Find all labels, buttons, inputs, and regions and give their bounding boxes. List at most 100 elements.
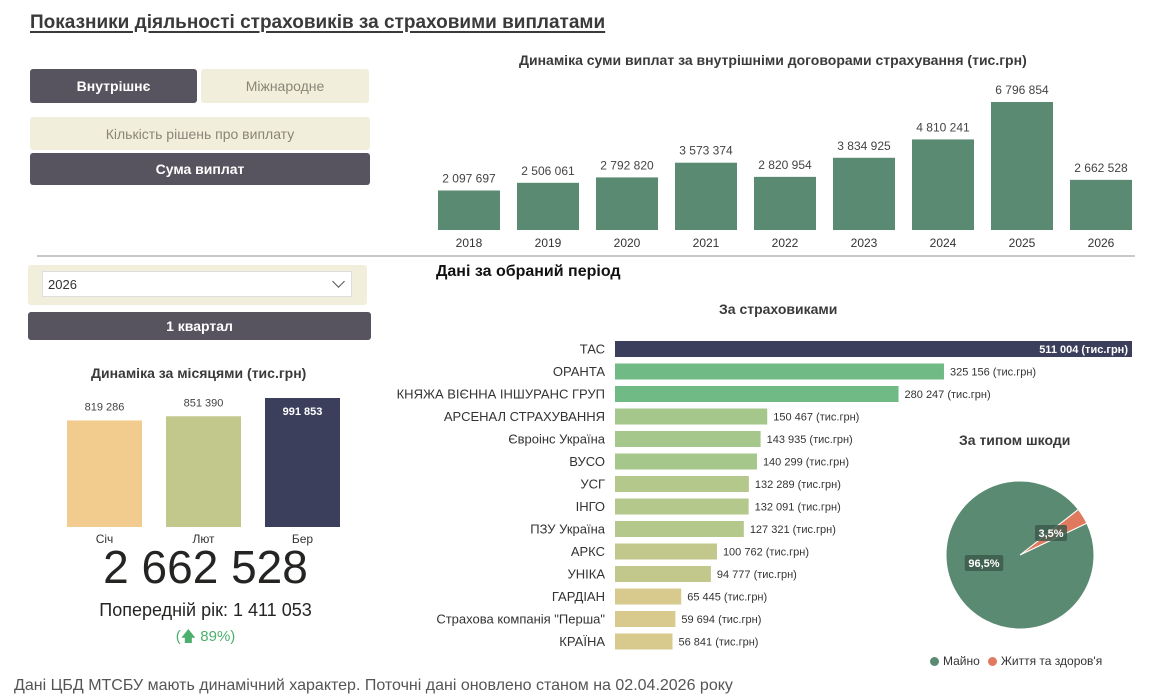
insurer-value-label: 132 091 (тис.грн)	[755, 502, 841, 514]
pie-label-bg	[1035, 525, 1067, 541]
yearly-tick-label: 2025	[1009, 236, 1036, 250]
insurer-bar	[615, 386, 899, 402]
legend-dot-life-health	[987, 656, 997, 666]
damage-type-pie-chart: 96,5% 3,5%	[945, 480, 1095, 630]
pie-label-text: 96,5%	[968, 558, 999, 570]
insurer-value-label: 65 445 (тис.грн)	[687, 592, 767, 604]
year-select-container: 2026	[28, 265, 367, 305]
insurer-name-label: ПЗУ Україна	[530, 522, 606, 537]
footer-note: Дані ЦБД МТСБУ мають динамічний характер…	[14, 677, 733, 694]
insurer-value-label: 280 247 (тис.грн)	[905, 389, 991, 401]
monthly-chart-title: Динаміка за місяцями (тис.грн)	[91, 365, 307, 381]
insurer-value-label: 127 321 (тис.грн)	[750, 524, 836, 536]
pie-label-bg	[964, 555, 1004, 571]
insurer-value-label: 511 004 (тис.грн)	[1039, 344, 1128, 356]
insurer-value-label: 140 299 (тис.грн)	[763, 457, 849, 469]
quarter-button[interactable]: 1 квартал	[28, 312, 371, 340]
monthly-value-label: 851 390	[184, 397, 224, 409]
monthly-value-label: 819 286	[85, 401, 125, 413]
yearly-tick-label: 2018	[456, 236, 483, 250]
legend-label-property: Майно	[943, 654, 980, 668]
insurer-bar	[615, 408, 768, 425]
legend-label-life-health: Життя та здоров'я	[1000, 654, 1103, 668]
insurers-bar-chart: ТАС 511 004 (тис.грн) ОРАНТА 325 156 (тис.г…	[397, 341, 1132, 650]
payout-sum-button[interactable]: Сума виплат	[30, 153, 370, 185]
insurers-chart-title: За страховиками	[719, 301, 838, 317]
yearly-value-label: 3 834 925	[837, 139, 891, 153]
insurer-bar	[615, 363, 944, 380]
domestic-toggle-button[interactable]: Внутрішнє	[30, 69, 197, 103]
insurer-name-label: ВУСО	[569, 454, 605, 469]
insurer-name-label: УСГ	[580, 477, 605, 492]
pie-label-text: 3,5%	[1038, 528, 1063, 540]
international-toggle-button[interactable]: Міжнародне	[201, 69, 369, 103]
insurer-name-label: ТАС	[580, 342, 605, 357]
insurer-bar	[615, 543, 717, 560]
yearly-tick-label: 2023	[851, 236, 878, 250]
insurer-name-label: УНІКА	[567, 567, 605, 582]
insurer-name-label: ОРАНТА	[553, 364, 605, 379]
yearly-value-label: 2 792 820	[600, 158, 654, 172]
yearly-value-label: 2 097 697	[442, 171, 496, 185]
yearly-tick-label: 2019	[535, 236, 562, 250]
insurer-bar	[615, 431, 761, 447]
insurer-name-label: КРАЇНА	[559, 634, 605, 649]
insurer-value-label: 150 467 (тис.грн)	[773, 412, 859, 424]
pie-label: 3,5%	[1035, 525, 1067, 541]
yearly-value-label: 2 506 061	[521, 164, 575, 178]
insurer-value-label: 94 777 (тис.грн)	[717, 569, 797, 581]
monthly-tick-label: Бер	[292, 532, 314, 546]
yearly-bar	[438, 190, 500, 230]
insurer-name-label: АРСЕНАЛ СТРАХУВАННЯ	[444, 409, 605, 424]
insurer-bar	[615, 566, 711, 582]
yearly-bar	[596, 177, 658, 230]
insurer-value-label: 59 694 (тис.грн)	[681, 614, 761, 626]
monthly-bar	[265, 398, 340, 527]
yearly-tick-label: 2020	[614, 236, 641, 250]
monthly-value-label: 991 853	[283, 406, 323, 418]
yearly-tick-label: 2022	[772, 236, 799, 250]
yearly-tick-label: 2021	[693, 236, 720, 250]
insurer-bar	[615, 633, 673, 650]
yearly-bar	[833, 157, 895, 230]
chevron-down-icon[interactable]	[332, 275, 345, 288]
year-over-year-change: (🡅 89%)	[175, 628, 236, 645]
monthly-bar	[166, 416, 241, 527]
damage-type-chart-title: За типом шкоди	[959, 432, 1071, 448]
yearly-bar-chart: 2 097 697 2018 2 506 061 2019 2 792 820 2020 3…	[438, 83, 1132, 250]
insurer-bar	[615, 588, 682, 605]
insurer-bar	[615, 611, 676, 627]
insurer-name-label: ГАРДІАН	[552, 589, 605, 604]
insurer-value-label: 143 935 (тис.грн)	[767, 434, 853, 446]
monthly-bar	[67, 420, 142, 527]
monthly-bar-chart: 819 286 Січ 851 390 Лют 991 853 Бер	[67, 397, 340, 546]
yearly-tick-label: 2026	[1088, 236, 1115, 250]
yearly-value-label: 2 662 528	[1074, 161, 1128, 175]
insurer-bar	[615, 341, 1132, 357]
insurer-bar	[615, 498, 749, 515]
insurer-bar	[615, 521, 744, 537]
page-title: Показники діяльності страховиків за стра…	[30, 12, 606, 33]
legend-dot-property	[930, 656, 939, 666]
yearly-tick-label: 2024	[930, 236, 957, 250]
claims-count-button[interactable]: Кількість рішень про виплату	[30, 117, 370, 150]
pie-label: 96,5%	[964, 555, 1004, 571]
insurer-name-label: Страхова компанія "Перша"	[436, 612, 605, 627]
insurer-value-label: 100 762 (тис.грн)	[723, 547, 809, 559]
pie-legend: Майно Життя та здоров'я	[930, 654, 1102, 668]
insurer-bar	[615, 476, 749, 492]
yearly-value-label: 3 573 374	[679, 144, 733, 158]
yearly-bar	[912, 139, 974, 230]
section-title: Дані за обраний період	[436, 263, 621, 280]
section-divider	[37, 255, 1135, 257]
year-select[interactable]: 2026	[42, 271, 352, 297]
insurer-name-label: ІНГО	[576, 499, 605, 514]
insurer-value-label: 56 841 (тис.грн)	[679, 637, 759, 649]
previous-year-value: Попередній рік: 1 411 053	[99, 600, 312, 620]
yearly-chart-title: Динаміка суми виплат за внутрішніми дого…	[519, 52, 1027, 68]
yearly-bar	[991, 102, 1053, 230]
monthly-tick-label: Лют	[192, 532, 215, 546]
insurer-bar	[615, 453, 757, 470]
yearly-bar	[1070, 179, 1132, 230]
yearly-bar	[517, 182, 579, 230]
